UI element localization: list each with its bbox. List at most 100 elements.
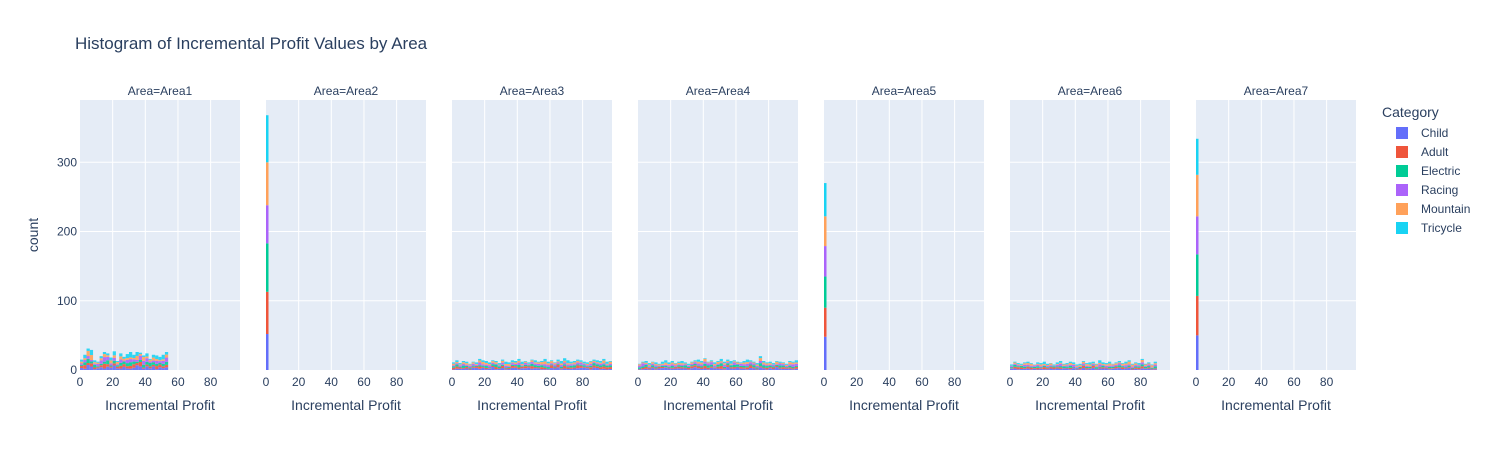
bar-segment-racing bbox=[677, 364, 681, 366]
bar-segment-mountain bbox=[106, 355, 110, 357]
bar-segment-electric bbox=[608, 365, 612, 368]
bar-segment-electric bbox=[536, 365, 541, 368]
bar-segment-child bbox=[1153, 369, 1157, 370]
bar-segment-racing bbox=[520, 365, 524, 367]
bar-segment-adult bbox=[690, 366, 694, 369]
bar-segment-child bbox=[161, 368, 165, 370]
bar-segment-electric bbox=[735, 364, 740, 367]
bar-segment-child bbox=[576, 368, 580, 370]
bar-segment-racing bbox=[1104, 365, 1108, 368]
bar-segment-tricycle bbox=[151, 354, 156, 358]
bar-segment-adult bbox=[657, 366, 661, 369]
bar-segment-racing bbox=[1147, 364, 1151, 367]
x-tick-label: 40 bbox=[883, 375, 897, 389]
bar-segment-mountain bbox=[461, 362, 466, 365]
bar-segment-mountain bbox=[553, 363, 557, 365]
legend-item-adult[interactable]: Adult bbox=[1382, 142, 1470, 161]
bar-segment-child bbox=[703, 368, 707, 370]
x-tick-label: 60 bbox=[1287, 375, 1301, 389]
bar-segment-racing bbox=[1130, 366, 1135, 368]
bar-segment-tricycle bbox=[579, 360, 583, 362]
bar-segment-child bbox=[112, 365, 116, 370]
bar-segment-racing bbox=[641, 363, 645, 367]
bar-segment-mountain bbox=[1042, 364, 1046, 366]
bar-segment-electric bbox=[1036, 366, 1040, 368]
bar-segment-electric bbox=[1065, 366, 1069, 368]
bar-segment-tricycle bbox=[1085, 363, 1089, 365]
legend-item-racing[interactable]: Racing bbox=[1382, 180, 1470, 199]
bar-segment-electric bbox=[1052, 366, 1056, 368]
bar-segment-child bbox=[585, 368, 590, 370]
bar-segment-adult bbox=[1029, 367, 1033, 370]
bar-segment-electric bbox=[1196, 254, 1199, 296]
bar-segment-adult bbox=[576, 365, 580, 369]
legend-label: Racing bbox=[1421, 182, 1459, 197]
bar-segment-adult bbox=[644, 366, 648, 369]
bar-segment-tricycle bbox=[563, 358, 567, 361]
bar-segment-racing bbox=[1091, 364, 1095, 366]
bar-segment-tricycle bbox=[1072, 362, 1076, 365]
bar-segment-tricycle bbox=[762, 361, 766, 363]
bar-segment-mountain bbox=[706, 362, 710, 364]
legend-title: Category bbox=[1382, 104, 1439, 120]
bar-segment-child bbox=[1091, 367, 1095, 370]
legend-item-electric[interactable]: Electric bbox=[1382, 161, 1470, 180]
bar-segment-adult bbox=[132, 364, 136, 368]
bar-segment-electric bbox=[824, 276, 827, 308]
bar-segment-tricycle bbox=[1052, 364, 1056, 366]
bar-segment-child bbox=[523, 368, 528, 370]
bar-segment-electric bbox=[765, 366, 769, 368]
bar-segment-electric bbox=[791, 366, 795, 369]
bar-segment-racing bbox=[556, 362, 560, 364]
bar-segment-electric bbox=[794, 365, 798, 367]
bar-segment-tricycle bbox=[576, 359, 580, 361]
legend-label: Child bbox=[1421, 125, 1449, 140]
bar-segment-tricycle bbox=[660, 361, 665, 364]
bar-segment-racing bbox=[703, 361, 707, 364]
bar-segment-racing bbox=[536, 363, 541, 366]
bar-segment-mountain bbox=[1019, 364, 1024, 366]
bar-segment-adult bbox=[514, 366, 518, 368]
bar-segment-child bbox=[788, 368, 792, 370]
bar-segment-child bbox=[106, 366, 110, 370]
x-tick-label: 40 bbox=[325, 375, 339, 389]
bar-segment-adult bbox=[781, 367, 785, 369]
bar-segment-racing bbox=[1049, 365, 1053, 367]
bar-segment-child bbox=[602, 368, 606, 370]
bar-segment-electric bbox=[1072, 367, 1076, 368]
bar-segment-electric bbox=[556, 363, 560, 365]
legend-item-mountain[interactable]: Mountain bbox=[1382, 199, 1470, 218]
bar-segment-adult bbox=[745, 367, 750, 370]
x-tick-label: 0 bbox=[1007, 375, 1014, 389]
bar-segment-mountain bbox=[1143, 364, 1148, 366]
bar-segment-mountain bbox=[563, 360, 567, 363]
bar-segment-child bbox=[93, 369, 97, 370]
bar-segment-tricycle bbox=[93, 360, 97, 363]
bar-segment-tricycle bbox=[1065, 363, 1069, 365]
bar-segment-racing bbox=[726, 362, 730, 364]
bar-segment-child bbox=[517, 369, 521, 370]
bar-segment-tricycle bbox=[553, 362, 557, 364]
bar-segment-electric bbox=[1117, 365, 1122, 368]
bar-segment-adult bbox=[151, 364, 156, 367]
legend-item-child[interactable]: Child bbox=[1382, 123, 1470, 142]
bar-segment-electric bbox=[1045, 367, 1050, 369]
bar-segment-tricycle bbox=[455, 360, 459, 363]
bar-segment-mountain bbox=[533, 362, 537, 364]
bar-segment-tricycle bbox=[709, 360, 714, 362]
legend-item-tricycle[interactable]: Tricycle bbox=[1382, 218, 1470, 237]
bar-segment-child bbox=[758, 367, 763, 370]
bar-segment-child bbox=[540, 369, 544, 370]
bar-segment-child bbox=[1075, 369, 1079, 370]
bar-segment-adult bbox=[683, 367, 687, 369]
bar-segment-racing bbox=[491, 362, 495, 365]
bar-segment-racing bbox=[690, 363, 694, 366]
bar-segment-racing bbox=[1094, 366, 1099, 368]
bar-segment-racing bbox=[1117, 363, 1122, 366]
bar-segment-racing bbox=[638, 365, 642, 368]
bar-segment-mountain bbox=[686, 365, 691, 366]
bar-segment-tricycle bbox=[680, 361, 684, 364]
bar-segment-mountain bbox=[722, 363, 727, 365]
bar-segment-child bbox=[553, 368, 557, 370]
bar-segment-adult bbox=[1147, 367, 1151, 369]
